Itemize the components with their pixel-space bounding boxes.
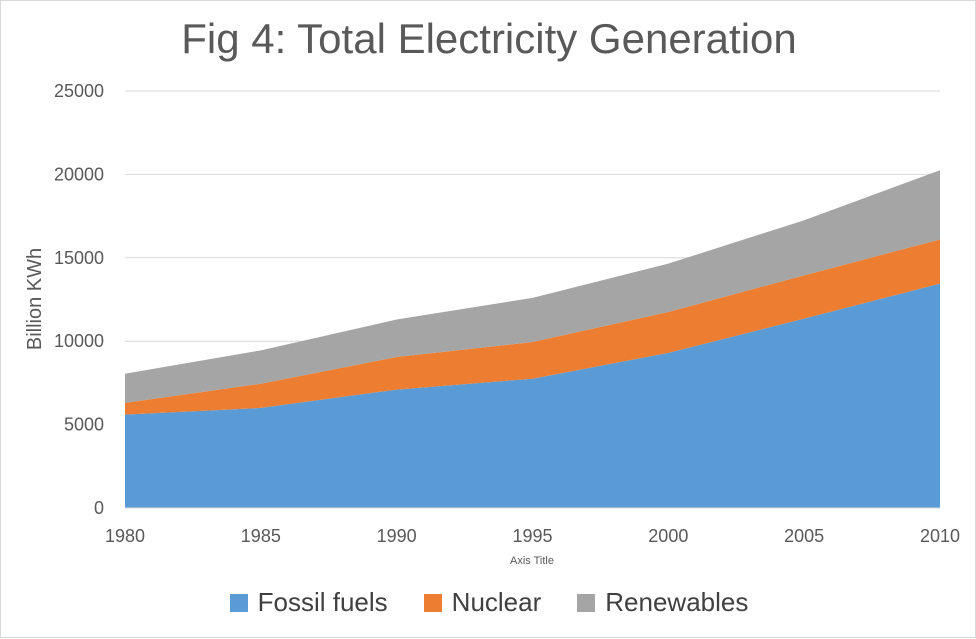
- legend-item-fossil-fuels: Fossil fuels: [229, 587, 388, 618]
- y-tick-label: 25000: [54, 81, 104, 101]
- legend-swatch: [577, 593, 596, 612]
- legend-item-renewables: Renewables: [577, 587, 748, 618]
- y-tick-label: 10000: [54, 331, 104, 351]
- area-fossil-fuels: [125, 283, 940, 508]
- x-tick-label: 1990: [377, 526, 417, 546]
- area-series: [125, 170, 940, 508]
- legend-label: Fossil fuels: [257, 587, 388, 617]
- axes: 0 5000 10000 15000 20000 25000 1980 1985 1990 199…: [54, 81, 960, 546]
- x-tick-label: 1985: [241, 526, 281, 546]
- y-axis-title: Billion KWh: [24, 248, 46, 350]
- x-tick-label: 2005: [784, 526, 824, 546]
- legend-label: Renewables: [605, 587, 749, 617]
- y-tick-label: 20000: [54, 164, 104, 184]
- x-tick-label: 1995: [512, 526, 552, 546]
- area-renewables: [125, 170, 940, 403]
- x-tick-label: 2000: [648, 526, 688, 546]
- legend-label: Nuclear: [451, 587, 542, 617]
- y-tick-label: 0: [94, 498, 104, 518]
- legend-swatch: [229, 593, 248, 612]
- chart-title: Fig 4: Total Electricity Generation: [181, 15, 797, 62]
- x-tick-label: 2010: [920, 526, 960, 546]
- x-tick-label: 1980: [105, 526, 145, 546]
- y-tick-label: 15000: [54, 248, 104, 268]
- legend: Fossil fuels Nuclear Renewables: [1, 587, 976, 618]
- y-tick-label: 5000: [64, 415, 104, 435]
- legend-item-nuclear: Nuclear: [423, 587, 542, 618]
- legend-swatch: [423, 593, 442, 612]
- area-nuclear: [125, 239, 940, 415]
- x-axis-title: Axis Title: [510, 555, 554, 567]
